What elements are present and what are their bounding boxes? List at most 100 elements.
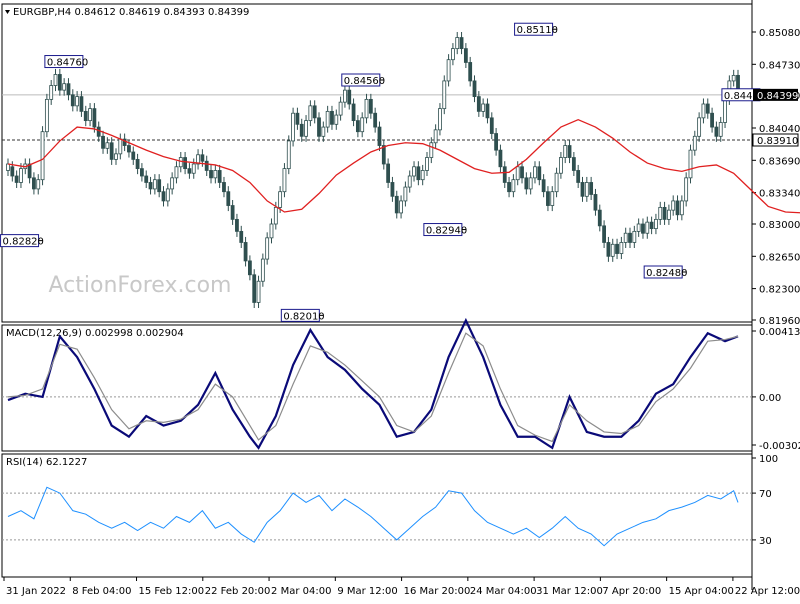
candle: [109, 142, 114, 160]
candle: [472, 80, 477, 98]
candle: [239, 230, 244, 243]
candle: [256, 280, 261, 303]
x-tick-label: 9 Mar 12:00: [337, 586, 397, 597]
candle: [515, 166, 520, 181]
candle: [252, 274, 257, 303]
candle: [641, 223, 645, 234]
candle: [671, 200, 676, 211]
candle: [230, 205, 235, 220]
candle: [731, 74, 736, 82]
candle: [57, 74, 62, 91]
candle: [593, 194, 598, 211]
candle: [295, 112, 300, 125]
candle: [209, 170, 213, 179]
candle: [697, 117, 702, 137]
candle: [122, 138, 127, 146]
candle: [118, 138, 123, 155]
price-label-text: 0.82820: [3, 237, 44, 248]
macd-signal-line: [7, 332, 739, 443]
x-tick-label: 24 Mar 04:00: [470, 586, 537, 597]
x-tick-label: 22 Apr 12:00: [735, 586, 800, 597]
macd-tick-label: 0.004138: [759, 327, 800, 338]
candle: [381, 145, 386, 165]
price-tick-label: 0.81960: [759, 316, 800, 327]
candle: [468, 62, 473, 82]
candle: [705, 103, 710, 114]
candle: [619, 242, 624, 254]
candle: [226, 191, 231, 206]
candle: [714, 126, 719, 137]
candle: [666, 209, 671, 220]
candle: [528, 177, 533, 190]
candle: [334, 114, 339, 125]
candle: [399, 200, 403, 214]
candle: [213, 170, 218, 179]
candle: [723, 98, 727, 123]
candle: [36, 179, 41, 190]
candle: [554, 172, 559, 193]
candle: [701, 103, 706, 119]
rsi-tick-label: 30: [759, 536, 772, 547]
price-tick-label: 0.82650: [759, 252, 800, 263]
candle: [606, 242, 611, 257]
candle: [368, 98, 373, 114]
candle: [407, 175, 412, 188]
candle: [6, 163, 10, 171]
price-label-text: 0.85110: [517, 25, 558, 36]
candle: [92, 108, 97, 128]
candle: [83, 110, 88, 122]
candle: [692, 135, 697, 151]
candle: [675, 200, 680, 216]
candle: [312, 105, 317, 119]
candle: [196, 154, 200, 165]
candle: [373, 112, 378, 128]
candle: [49, 85, 54, 100]
rsi-panel: [1, 453, 753, 578]
support-line-tag-text: 0.83910: [757, 136, 798, 147]
candle: [494, 133, 499, 151]
candle: [183, 157, 188, 170]
candle: [330, 110, 334, 125]
candle: [403, 186, 408, 202]
candle: [360, 117, 365, 133]
candle: [317, 117, 321, 137]
candle: [628, 232, 632, 243]
candle: [343, 89, 347, 103]
candle: [507, 182, 511, 193]
candle: [550, 191, 555, 206]
candle: [96, 126, 101, 137]
price-header: EURGBP,H4 0.84612 0.84619 0.84393 0.8439…: [13, 7, 249, 18]
candle: [161, 191, 166, 202]
candle: [438, 108, 442, 131]
candle: [101, 135, 105, 149]
candle: [576, 170, 581, 183]
price-label-text: 0.82940: [426, 226, 467, 237]
candle: [602, 225, 606, 243]
x-tick-label: 7 Apr 20:00: [602, 586, 661, 597]
candle: [658, 206, 663, 220]
candle: [170, 177, 175, 190]
candle: [127, 145, 131, 153]
x-tick-label: 2 Mar 04:00: [271, 586, 331, 597]
moving-average-line: [7, 118, 800, 214]
candle: [589, 182, 594, 195]
candle: [40, 131, 45, 181]
candle: [14, 175, 19, 183]
candle: [416, 166, 421, 181]
candle: [571, 157, 576, 171]
price-label-text: 0.82480: [646, 268, 687, 279]
x-tick-label: 16 Mar 20:00: [404, 586, 471, 597]
current-price-tag: [753, 88, 798, 101]
candle: [533, 166, 537, 179]
candle: [260, 258, 265, 282]
candle: [204, 160, 209, 171]
candle: [567, 145, 572, 158]
price-label-text: 0.84560: [344, 76, 385, 87]
candle: [273, 206, 278, 225]
candle: [247, 260, 252, 276]
candle: [75, 96, 80, 107]
candle: [481, 103, 486, 112]
price-tick-label: 0.83000: [759, 220, 800, 231]
price-label-box: [341, 73, 381, 87]
candle: [338, 101, 343, 116]
